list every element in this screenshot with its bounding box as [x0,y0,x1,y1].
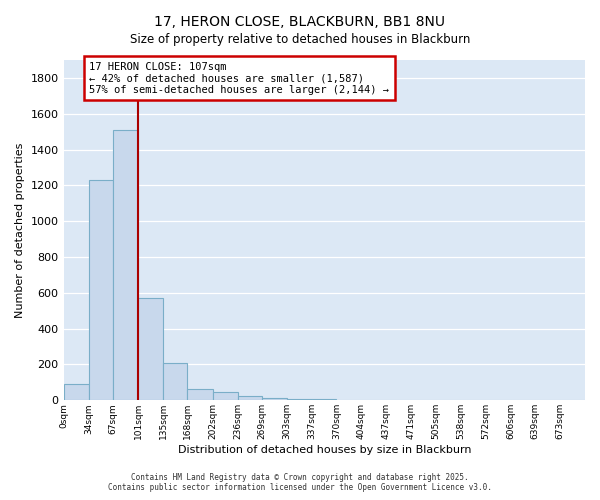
Text: Contains HM Land Registry data © Crown copyright and database right 2025.
Contai: Contains HM Land Registry data © Crown c… [108,473,492,492]
Bar [212,392,238,400]
Bar [64,384,89,400]
Y-axis label: Number of detached properties: Number of detached properties [15,142,25,318]
Bar [187,388,212,400]
Bar [113,130,138,400]
Bar [238,396,262,400]
Bar [262,398,287,400]
Bar [287,398,312,400]
Text: 17, HERON CLOSE, BLACKBURN, BB1 8NU: 17, HERON CLOSE, BLACKBURN, BB1 8NU [155,15,445,29]
X-axis label: Distribution of detached houses by size in Blackburn: Distribution of detached houses by size … [178,445,471,455]
Text: Size of property relative to detached houses in Blackburn: Size of property relative to detached ho… [130,32,470,46]
Bar [89,180,113,400]
Text: 17 HERON CLOSE: 107sqm
← 42% of detached houses are smaller (1,587)
57% of semi-: 17 HERON CLOSE: 107sqm ← 42% of detached… [89,62,389,95]
Bar [138,298,163,400]
Bar [163,362,187,401]
